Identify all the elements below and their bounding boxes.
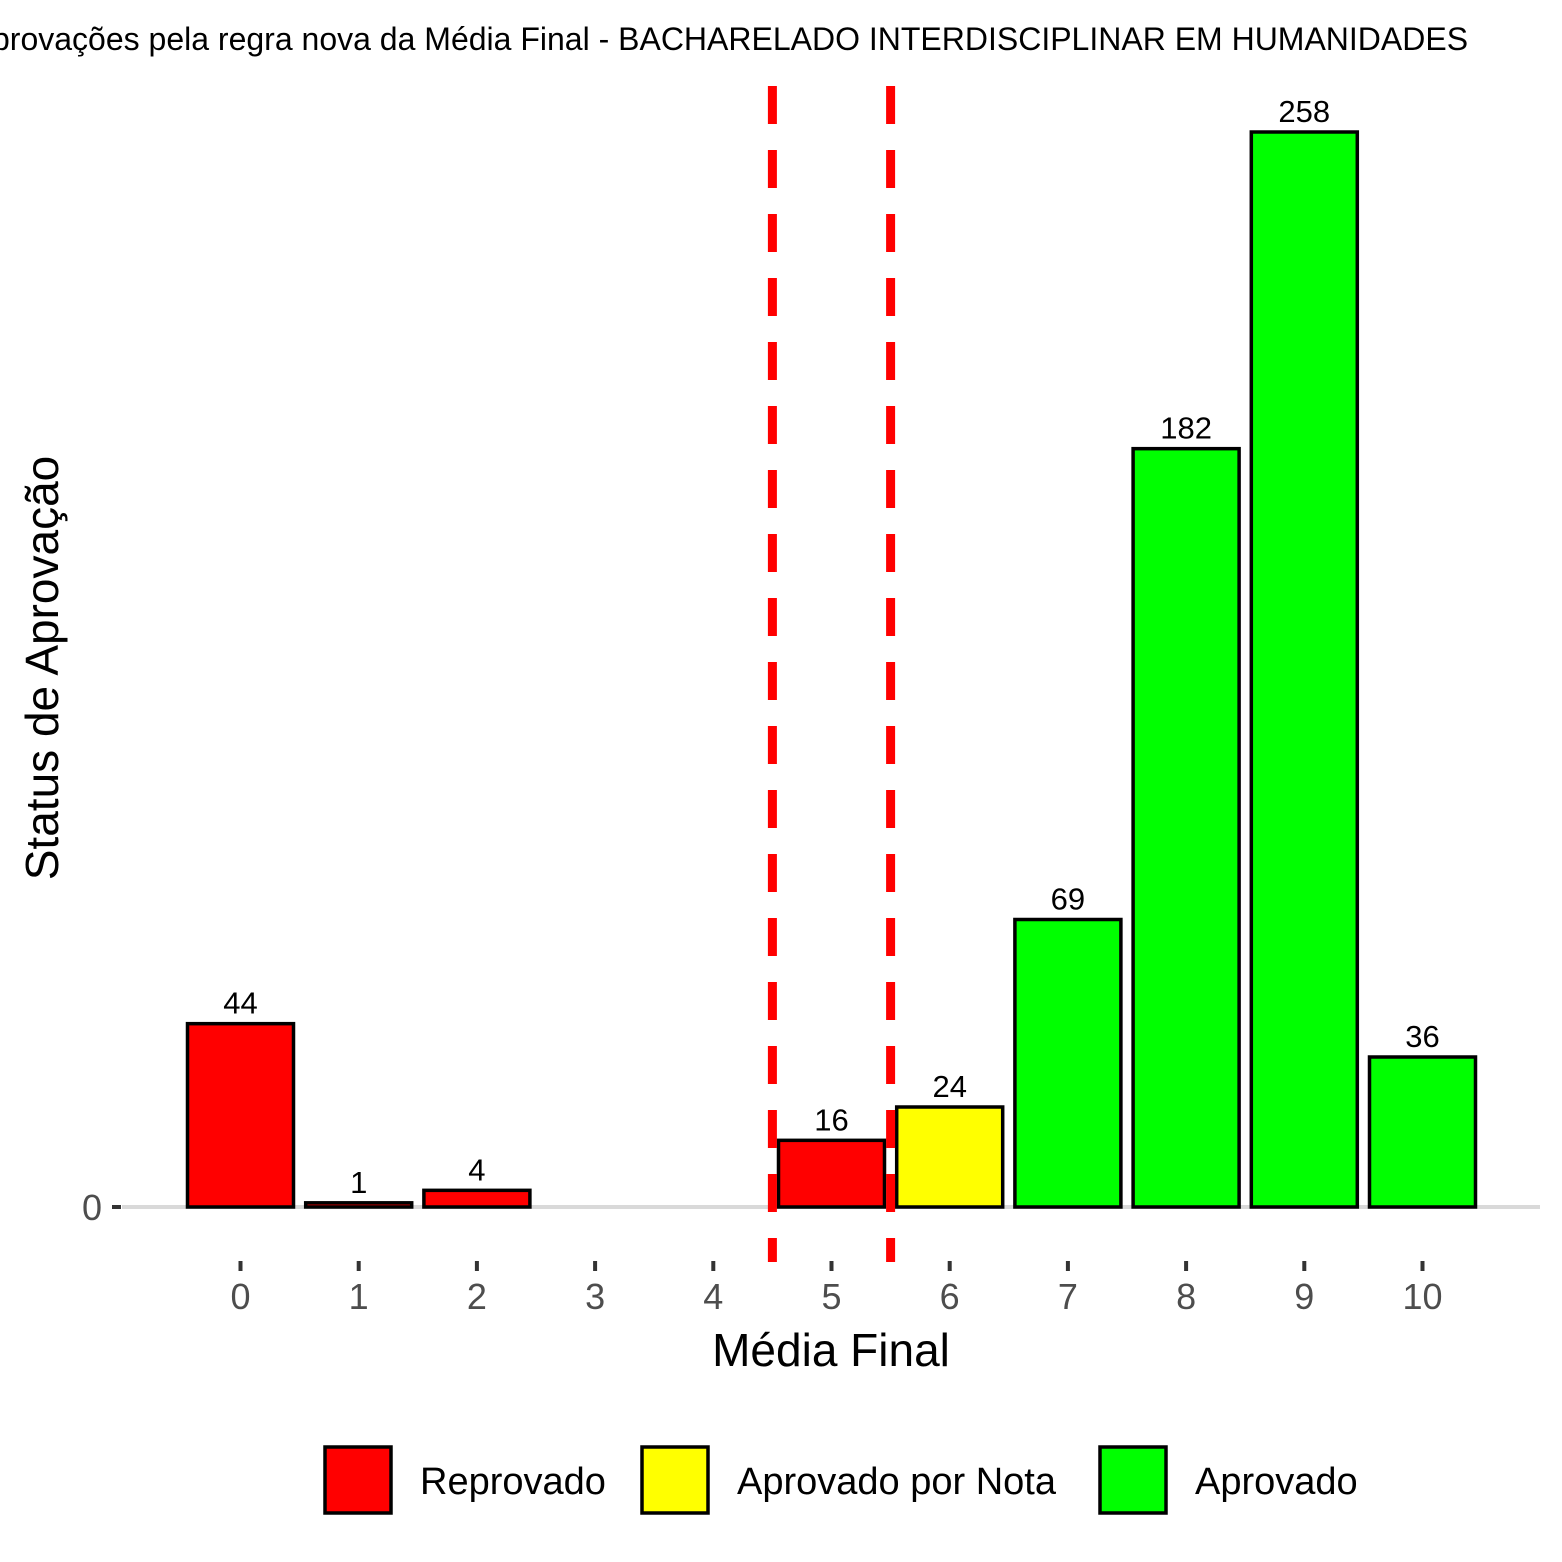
legend-swatch-reprovado (323, 1445, 393, 1515)
x-tick-label-3: 3 (585, 1276, 605, 1317)
legend-label-reprovado: Reprovado (420, 1461, 606, 1503)
data-label-10: 36 (1405, 1019, 1439, 1054)
y-axis: 0 (82, 1187, 121, 1228)
bar-aprovado-9 (1249, 130, 1360, 1209)
bar-aprovado-8 (1131, 446, 1241, 1209)
x-tick-label-8: 8 (1176, 1276, 1196, 1317)
bar-aprovado-por-nota-6 (894, 1105, 1005, 1209)
bars (185, 130, 1478, 1209)
bar-aprovado-7 (1013, 917, 1123, 1209)
legend-swatch-aprovado (1098, 1445, 1168, 1515)
chart-title: provações pela regra nova da Média Final… (0, 21, 1468, 57)
data-label-1: 1 (350, 1165, 367, 1200)
data-labels: 44 1 4 16 24 69 182 258 36 (223, 94, 1439, 1200)
x-tick-label-9: 9 (1294, 1276, 1314, 1317)
bar-reprovado-2 (422, 1188, 532, 1209)
x-tick-label-1: 1 (349, 1276, 369, 1317)
bar-reprovado-1 (303, 1201, 414, 1209)
x-tick-label-7: 7 (1058, 1276, 1078, 1317)
data-label-8: 182 (1160, 411, 1212, 446)
reference-lines (767, 86, 896, 1262)
x-tick-label-0: 0 (230, 1276, 250, 1317)
data-label-7: 69 (1051, 882, 1085, 917)
bar-aprovado-10 (1367, 1055, 1478, 1209)
data-label-2: 4 (468, 1152, 485, 1187)
legend: Reprovado Aprovado por Nota Aprovado (323, 1445, 1358, 1515)
legend-label-aprovado-por-nota: Aprovado por Nota (737, 1461, 1057, 1503)
x-axis-title: Média Final (712, 1324, 950, 1376)
x-axis: 0 1 2 3 4 5 6 7 8 9 10 (230, 1261, 1443, 1317)
y-axis-title: Status de Aprovação (16, 456, 68, 881)
data-label-5: 16 (814, 1102, 848, 1137)
data-label-0: 44 (223, 986, 257, 1021)
data-label-6: 24 (932, 1069, 966, 1104)
y-tick-label-0: 0 (82, 1187, 102, 1228)
data-label-9: 258 (1278, 94, 1330, 129)
x-tick-label-4: 4 (703, 1276, 723, 1317)
legend-swatch-aprovado-por-nota (640, 1445, 710, 1515)
x-tick-label-5: 5 (821, 1276, 841, 1317)
bar-reprovado-0 (185, 1021, 296, 1209)
x-tick-label-10: 10 (1402, 1276, 1442, 1317)
x-tick-label-2: 2 (467, 1276, 487, 1317)
x-tick-label-6: 6 (940, 1276, 960, 1317)
bar-reprovado-5 (776, 1138, 887, 1209)
legend-label-aprovado: Aprovado (1195, 1461, 1358, 1503)
